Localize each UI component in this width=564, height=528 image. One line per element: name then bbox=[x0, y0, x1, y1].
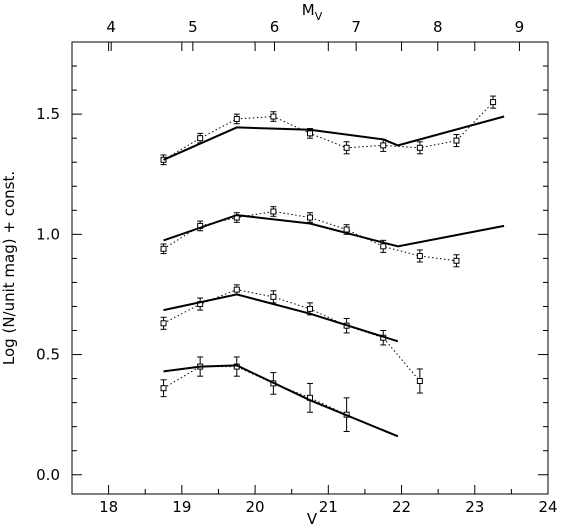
series-group bbox=[163, 115, 505, 161]
data-point bbox=[160, 245, 167, 252]
data-point bbox=[343, 226, 350, 233]
series-group bbox=[160, 206, 460, 268]
series-layer bbox=[160, 95, 505, 438]
model-line bbox=[163, 364, 399, 438]
series-group bbox=[160, 95, 497, 166]
x-tick-label: 18 bbox=[99, 498, 118, 516]
top-axis-label-main: M bbox=[302, 1, 315, 19]
data-point bbox=[380, 243, 387, 250]
top-tick-label: 8 bbox=[433, 18, 443, 36]
x-axis-label: V bbox=[307, 510, 318, 528]
x-tick-label: 19 bbox=[172, 498, 191, 516]
data-point bbox=[380, 142, 387, 149]
data-point bbox=[233, 286, 240, 293]
x-tick-label: 20 bbox=[246, 498, 265, 516]
data-point bbox=[270, 113, 277, 120]
y-tick-label: 1.0 bbox=[36, 225, 60, 243]
series-group bbox=[163, 364, 399, 438]
data-point bbox=[270, 208, 277, 215]
data-point bbox=[160, 385, 167, 392]
data-point bbox=[160, 320, 167, 327]
model-line bbox=[163, 214, 505, 248]
data-point bbox=[233, 115, 240, 122]
model-line bbox=[163, 115, 505, 161]
data-point bbox=[453, 257, 460, 264]
y-tick-label: 0.5 bbox=[36, 346, 60, 364]
data-point bbox=[416, 144, 423, 151]
data-point bbox=[343, 144, 350, 151]
data-point bbox=[307, 130, 313, 137]
top-tick-label: 5 bbox=[188, 18, 198, 36]
tick-labels: 18 19 20 21 22 23 24 4 5 6 7 8 9 0.0 0.5 1.0 1.5 bbox=[36, 18, 557, 516]
data-point bbox=[270, 293, 277, 300]
plot-frame bbox=[71, 41, 549, 495]
series-group bbox=[163, 214, 505, 248]
x-tick-label: 24 bbox=[538, 498, 557, 516]
top-tick-label: 9 bbox=[515, 18, 525, 36]
model-line bbox=[163, 293, 399, 343]
data-point bbox=[490, 99, 497, 106]
y-tick-label: 0.0 bbox=[36, 466, 60, 484]
y-tick-label: 1.5 bbox=[36, 105, 60, 123]
axis-ticks bbox=[71, 42, 549, 494]
data-point bbox=[307, 305, 313, 312]
y-axis-label: Log (N/unit mag) + const. bbox=[0, 171, 18, 365]
series-group bbox=[163, 293, 399, 343]
data-point bbox=[453, 137, 460, 144]
data-line bbox=[163, 101, 494, 161]
series-group bbox=[160, 284, 423, 394]
top-axis-label-subscript: V bbox=[315, 10, 323, 23]
x-tick-label: 21 bbox=[319, 498, 338, 516]
top-tick-label: 6 bbox=[270, 18, 280, 36]
top-tick-label: 7 bbox=[351, 18, 361, 36]
data-point bbox=[197, 135, 204, 142]
x-tick-label: 23 bbox=[465, 498, 484, 516]
data-point bbox=[307, 214, 313, 221]
data-point bbox=[416, 252, 423, 259]
top-axis-label: MV bbox=[302, 1, 323, 23]
data-point bbox=[416, 378, 423, 384]
top-tick-label: 4 bbox=[106, 18, 116, 36]
x-tick-label: 22 bbox=[392, 498, 411, 516]
